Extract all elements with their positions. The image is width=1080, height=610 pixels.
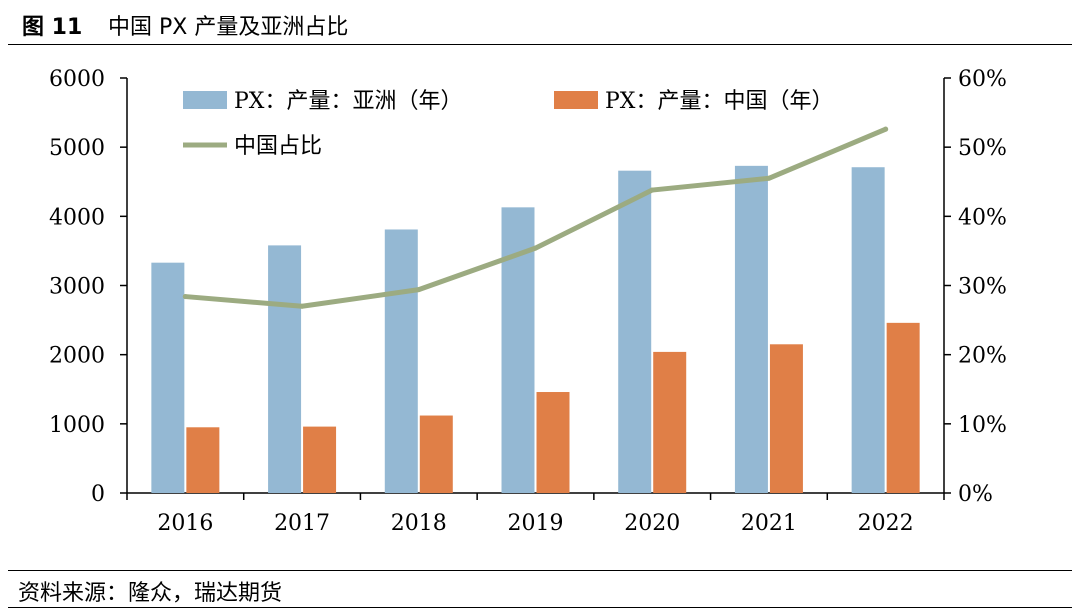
china-share-point [416,287,422,293]
left-axis-tick-label: 5000 [49,136,105,161]
legend-asia-swatch [183,91,227,109]
right-axis-tick-label: 30% [958,275,1007,300]
legend-china-label: PX：产量：中国（年） [605,89,833,114]
px-production-chart: 0 1000 2000 3000 4000 5000 6000 0% 10% 20% 30% 40% 5… [49,67,1007,536]
china-production-bar [186,427,220,493]
left-axis-tick-label: 2000 [49,344,105,369]
right-axis-tick-label: 50% [958,136,1007,161]
x-axis-tick-label: 2019 [508,511,564,536]
left-axis-tick-label: 4000 [49,205,105,230]
china-share-point [649,187,655,193]
left-axis-tick-label: 3000 [49,275,105,300]
china-production-bar [653,351,687,493]
x-axis-tick-label: 2022 [858,511,914,536]
asia-production-bar [384,229,418,493]
asia-production-bar [618,170,652,493]
figure-title: 中国 PX 产量及亚洲占比 [108,15,349,40]
china-share-point [182,294,188,300]
china-share-point [299,303,305,309]
china-production-bar [419,415,453,493]
china-production-bar [303,426,337,493]
right-axis-tick-label: 10% [958,413,1007,438]
x-axis-tick-label: 2017 [274,511,330,536]
china-share-point [533,245,538,251]
left-axis-tick-label: 0 [91,482,105,507]
figure-number: 图 11 [22,15,83,40]
right-axis-tick-label: 60% [958,67,1007,92]
asia-production-bar [851,167,885,493]
left-axis-tick-label: 6000 [49,67,105,92]
china-share-point [766,175,772,181]
figure-footer: 资料来源：隆众，瑞达期货 [8,570,1072,608]
china-production-bar [536,392,570,493]
x-axis-tick-label: 2018 [391,511,447,536]
asia-production-bar [268,245,302,493]
asia-production-bar [151,262,185,493]
legend-asia-label: PX：产量：亚洲（年） [234,89,462,114]
china-share-point [883,126,889,132]
figure-header: 图 11 中国 PX 产量及亚洲占比 [8,0,1072,45]
legend-share-label: 中国占比 [234,134,322,159]
x-axis-tick-label: 2021 [741,511,797,536]
legend-china-swatch [554,91,598,109]
figure-source: 资料来源：隆众，瑞达期货 [18,581,283,606]
x-axis-tick-label: 2020 [624,511,680,536]
right-axis-tick-label: 40% [958,205,1007,230]
x-axis-tick-label: 2016 [157,511,213,536]
right-axis-tick-label: 20% [958,344,1007,369]
china-production-bar [886,322,920,493]
left-axis-tick-label: 1000 [49,413,105,438]
asia-production-bar [734,165,768,493]
china-production-bar [769,344,803,493]
right-axis-tick-label: 0% [958,482,993,507]
